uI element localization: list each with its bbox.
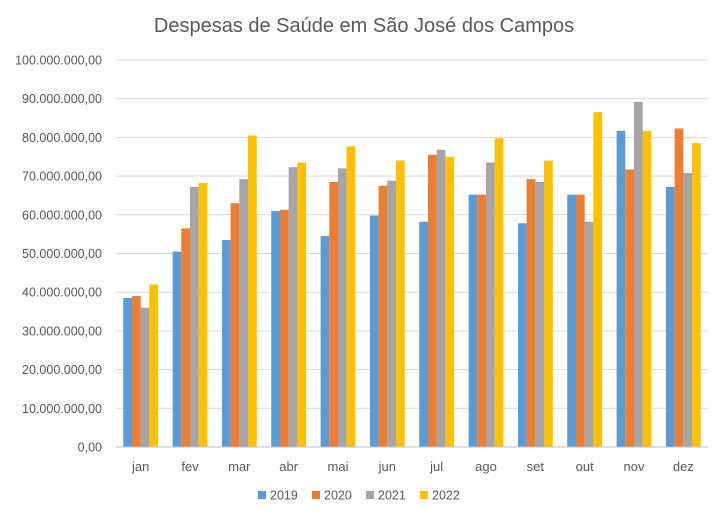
bar-2020-set <box>526 179 536 448</box>
bar-2020-mai <box>329 181 338 447</box>
x-tick-label: jun <box>378 459 396 474</box>
bar-2020-mar <box>230 203 240 447</box>
gridlines <box>116 59 708 409</box>
bar-2019-jun <box>369 215 379 447</box>
legend-label-2020: 2020 <box>324 489 352 503</box>
bar-2020-jan <box>131 296 141 447</box>
bar-2020-jun <box>378 185 388 447</box>
bar-2021-mai <box>338 168 347 448</box>
bar-2020-abr <box>279 209 289 447</box>
bar-2019-dez <box>665 186 675 447</box>
legend-swatch-2021 <box>366 491 374 499</box>
bar-2020-dez <box>674 128 684 447</box>
bar-2022-fev <box>198 183 208 448</box>
legend-swatch-2019 <box>258 491 266 499</box>
y-tick-label: 0,00 <box>78 441 102 455</box>
bar-2019-set <box>517 223 527 447</box>
x-tick-label: fev <box>181 459 199 474</box>
bar-2022-jan <box>149 284 159 447</box>
x-tick-label: out <box>576 459 594 474</box>
x-tick-label: abr <box>279 459 298 474</box>
y-tick-label: 80.000.000,00 <box>22 131 102 145</box>
bar-2020-fev <box>181 228 190 447</box>
bar-2022-jul <box>445 156 455 447</box>
x-tick-label: jan <box>131 459 149 474</box>
bar-2021-mar <box>239 179 249 448</box>
bar-2021-jan <box>140 307 150 447</box>
y-tick-label: 90.000.000,00 <box>22 92 102 106</box>
bar-2022-set <box>544 160 553 447</box>
bar-2022-abr <box>297 162 307 447</box>
bar-2022-out <box>593 112 603 448</box>
bar-2019-mai <box>320 236 330 447</box>
y-tick-label: 10.000.000,00 <box>22 402 102 416</box>
bar-2019-jul <box>419 221 428 447</box>
legend-label-2019: 2019 <box>270 489 298 503</box>
bars <box>123 101 701 448</box>
legend-swatch-2020 <box>312 491 320 499</box>
bar-2021-jun <box>387 180 397 447</box>
y-tick-label: 60.000.000,00 <box>22 208 102 222</box>
bar-2022-mai <box>346 146 356 447</box>
bar-2021-out <box>584 221 594 447</box>
y-tick-label: 50.000.000,00 <box>22 247 102 261</box>
x-tick-label: jul <box>429 459 443 474</box>
bar-2021-jul <box>436 149 446 447</box>
x-tick-label: mai <box>328 459 349 474</box>
bar-2021-nov <box>634 101 643 448</box>
bar-2022-nov <box>642 130 652 448</box>
bar-2022-jun <box>396 160 405 447</box>
bar-2022-dez <box>692 143 701 447</box>
bar-2021-abr <box>288 167 298 447</box>
bar-2020-nov <box>625 169 634 447</box>
bar-2021-ago <box>486 162 495 447</box>
y-axis-tick-labels: 0,00 10.000.000,00 20.000.000,00 30.000.000… <box>15 54 102 455</box>
bar-2019-out <box>567 194 576 447</box>
bar-2021-set <box>535 181 545 447</box>
bar-2020-jul <box>427 154 437 447</box>
chart-title: Despesas de Saúde em São José dos Campos <box>154 15 574 37</box>
y-tick-label: 100.000.000,00 <box>15 54 102 68</box>
y-tick-label: 40.000.000,00 <box>22 286 102 300</box>
y-tick-label: 20.000.000,00 <box>22 363 102 377</box>
legend-label-2021: 2021 <box>378 489 406 503</box>
legend: 2019 2020 2021 2022 <box>258 489 460 503</box>
x-axis-tick-labels: jan fev mar abr mai jun jul ago set out nov dez <box>131 459 694 474</box>
x-tick-label: nov <box>624 459 645 474</box>
bar-2019-ago <box>468 194 478 447</box>
bar-2022-ago <box>494 138 504 447</box>
bar-2021-fev <box>190 186 199 447</box>
bar-2021-dez <box>683 173 693 447</box>
bar-2019-nov <box>616 130 626 448</box>
x-tick-label: mar <box>228 459 251 474</box>
bar-2019-fev <box>172 251 182 447</box>
y-tick-label: 30.000.000,00 <box>22 324 102 338</box>
legend-swatch-2022 <box>420 491 428 499</box>
bar-2019-jan <box>123 298 132 447</box>
bar-2020-ago <box>477 194 486 447</box>
legend-label-2022: 2022 <box>432 489 460 503</box>
y-tick-label: 70.000.000,00 <box>22 170 102 184</box>
bar-2020-out <box>575 194 585 447</box>
x-tick-label: ago <box>475 459 497 474</box>
x-tick-label: dez <box>673 459 694 474</box>
bar-2019-abr <box>271 210 280 447</box>
x-tick-label: set <box>527 459 545 474</box>
bar-2019-mar <box>221 239 231 447</box>
bar-2022-mar <box>248 135 257 447</box>
